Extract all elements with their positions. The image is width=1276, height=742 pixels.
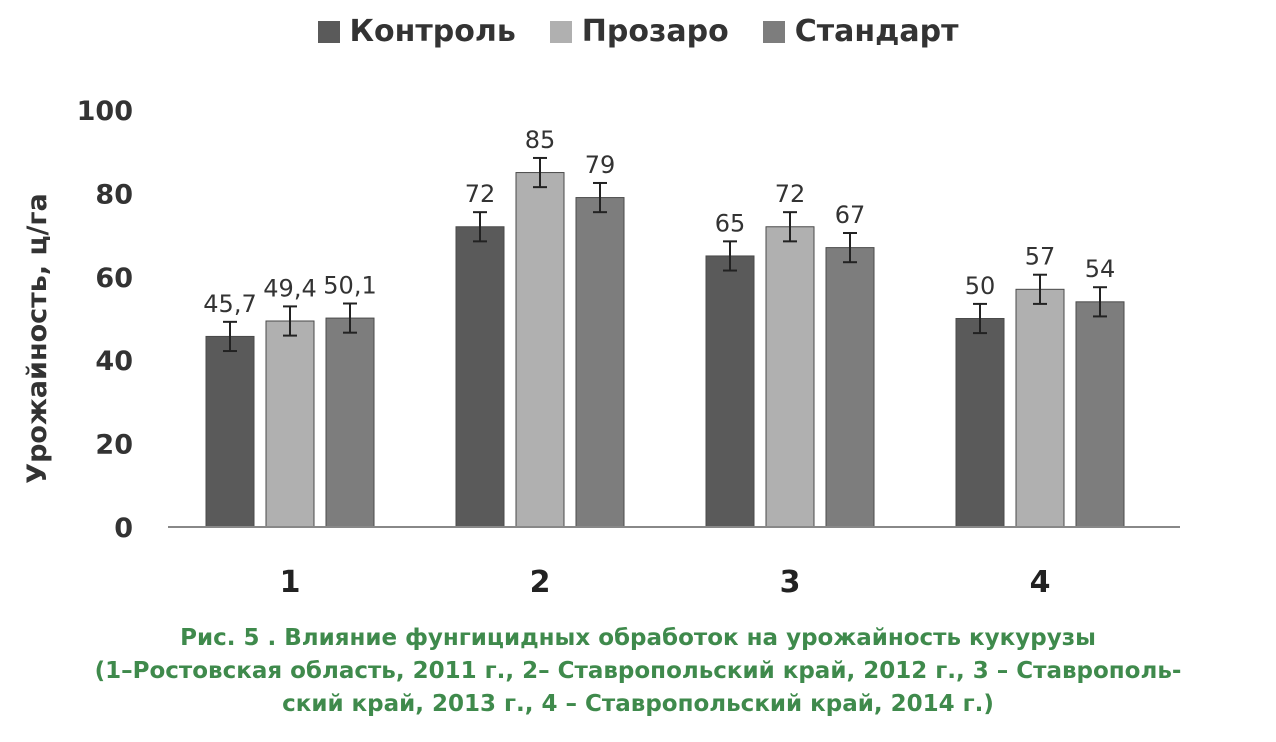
bar xyxy=(825,247,875,528)
data-label: 85 xyxy=(525,126,556,154)
data-label: 79 xyxy=(585,151,616,179)
y-tick-label: 20 xyxy=(95,430,133,461)
legend-swatch-prozaro xyxy=(549,20,572,43)
data-label: 45,7 xyxy=(203,290,256,318)
caption-line-2: (1–Ростовская область, 2011 г., 2– Ставр… xyxy=(94,658,1182,684)
legend-label-control: Контроль xyxy=(349,14,516,49)
legend-label-standard: Стандарт xyxy=(794,14,959,49)
caption-line-1: Рис. 5 . Влияние фунгицидных обработок н… xyxy=(180,625,1096,651)
caption-line-3: ский край, 2013 г., 4 – Ставропольский к… xyxy=(282,691,994,717)
data-label: 65 xyxy=(715,209,746,237)
data-label: 54 xyxy=(1085,255,1116,283)
bar xyxy=(1075,301,1125,528)
x-tick-label: 2 xyxy=(530,565,551,600)
bar-chart: 0 20 40 60 80 100 Урожайность, ц/га 45,749,4 50,… xyxy=(22,96,1180,600)
legend-item-prozaro: Прозаро xyxy=(549,14,729,49)
x-tick-label: 4 xyxy=(1030,565,1051,600)
bar xyxy=(205,335,255,528)
legend-swatch-standard xyxy=(762,20,785,43)
data-label: 49,4 xyxy=(263,274,316,302)
bar xyxy=(1015,288,1065,528)
bar xyxy=(955,318,1005,528)
y-tick-label: 40 xyxy=(95,346,133,377)
y-tick-label: 60 xyxy=(95,263,133,294)
legend-item-standard: Стандарт xyxy=(762,14,959,49)
data-label: 72 xyxy=(775,180,806,208)
bar xyxy=(575,197,625,528)
legend-item-control: Контроль xyxy=(317,14,516,49)
x-tick-label: 3 xyxy=(780,565,801,600)
legend-label-prozaro: Прозаро xyxy=(581,14,729,49)
y-tick-label: 100 xyxy=(77,96,133,127)
data-label: 50 xyxy=(965,272,996,300)
bar xyxy=(705,255,755,528)
x-tick-label: 1 xyxy=(280,565,301,600)
data-label: 57 xyxy=(1025,243,1056,271)
y-tick-label: 80 xyxy=(95,179,133,210)
bar xyxy=(455,226,505,528)
bar xyxy=(265,320,315,528)
legend-swatch-control xyxy=(317,20,340,43)
data-label: 50,1 xyxy=(323,271,376,299)
bar xyxy=(765,226,815,528)
legend: Контроль Прозаро Стандарт xyxy=(0,14,1276,49)
bar xyxy=(325,317,375,528)
figure-caption: Рис. 5 . Влияние фунгицидных обработок н… xyxy=(0,622,1276,721)
data-label: 72 xyxy=(465,180,496,208)
y-axis-label: Урожайность, ц/га xyxy=(22,193,53,484)
bar xyxy=(515,172,565,528)
data-label: 67 xyxy=(835,201,866,229)
y-tick-label: 0 xyxy=(114,513,133,544)
